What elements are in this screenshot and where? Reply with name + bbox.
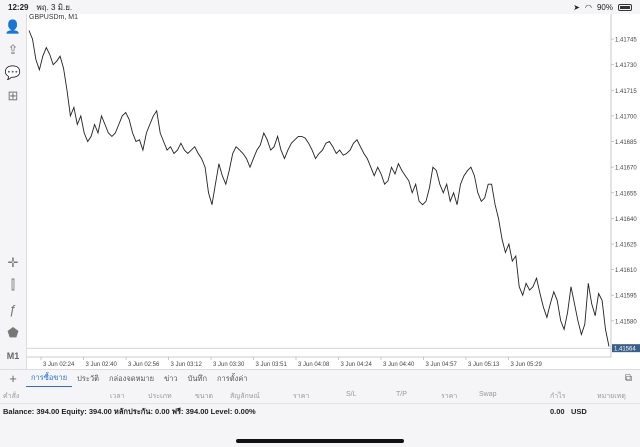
trade-icon[interactable]: ⇪ [7,42,19,57]
col-comment: หมายเหตุ [597,393,626,400]
profit-total: 0.00 [550,407,565,416]
objects-icon[interactable]: ⬟ [7,325,19,340]
status-date: พฤ. 3 มิ.ย. [36,2,73,12]
status-bar: 12:29 พฤ. 3 มิ.ย. ➤ ◠ 90% [0,0,640,14]
balance-summary: Balance: 394.00 Equity: 394.00 หลักประกั… [3,406,256,416]
tab-trade[interactable]: การซื้อขาย [26,370,73,388]
y-tick-label: 1.41610 [615,268,637,274]
y-tick-label: 1.41625 [615,243,637,249]
new-order-icon[interactable]: ⊞ [7,88,19,103]
tab-journal[interactable]: บันทึก [187,373,208,383]
price-chart[interactable]: 1.41745 1.41730 1.41715 1.41700 1.41685 1.416… [27,14,640,369]
col-price: ราคา [293,393,310,400]
currency-label: USD [571,407,587,416]
y-tick-label: 1.41715 [615,89,637,95]
crosshair-icon[interactable]: ✛ [7,255,19,270]
x-tick-label: 3 Jun 04:24 [341,362,373,368]
y-tick-label: 1.41640 [615,217,637,223]
x-tick-label: 3 Jun 03:12 [171,362,203,368]
timeframe-button[interactable]: M1 [6,351,20,361]
location-icon: ➤ [573,2,580,12]
tab-settings[interactable]: การตั้งค่า [217,373,248,383]
x-tick-label: 3 Jun 03:51 [256,362,288,368]
left-toolbar: 👤 ⇪ 💬 ⊞ ✛ ⫿ ƒ ⬟ M1 [0,14,26,364]
current-price-label: 1.41564 [614,347,636,353]
x-tick-label: 3 Jun 02:56 [128,362,160,368]
bottom-tabs: + การซื้อขาย ประวัติ กล่องจดหมาย ข่าว บั… [0,369,640,388]
chat-icon[interactable]: 💬 [4,65,22,80]
col-tp: T/P [396,391,407,398]
tab-news[interactable]: ข่าว [164,373,178,383]
x-tick-label: 3 Jun 05:13 [468,362,500,368]
wifi-icon: ◠ [585,2,592,12]
col-order: คำสั่ง [3,393,20,400]
col-size: ขนาด [195,393,214,400]
x-tick-label: 3 Jun 02:40 [86,362,118,368]
col-swap: Swap [479,391,497,398]
chart-symbol-title: GBPUSDm, M1 [29,14,79,21]
y-tick-label: 1.41595 [615,294,637,300]
window-toggle-icon[interactable]: ⧉ [624,373,632,384]
account-icon[interactable]: 👤 [4,19,22,34]
col-profit: กำไร [550,393,566,400]
status-time: 12:29 [8,2,29,12]
x-tick-label: 3 Jun 04:40 [383,362,415,368]
y-tick-label: 1.41745 [615,38,637,44]
col-symbol: สัญลักษณ์ [230,393,260,400]
home-indicator [236,439,404,443]
y-tick-label: 1.41685 [615,140,637,146]
battery-percent: 90% [596,2,613,12]
price-line [28,30,610,347]
current-price-box [612,344,640,353]
add-button[interactable]: + [9,371,17,386]
x-tick-label: 3 Jun 02:24 [43,362,75,368]
balance-row: Balance: 394.00 Equity: 394.00 หลักประกั… [0,403,640,419]
tab-history[interactable]: ประวัติ [77,373,100,383]
y-tick-label: 1.41655 [615,191,637,197]
col-time: เวลา [110,393,125,400]
col-type: ประเภท [148,393,172,400]
col-price2: ราคา [441,393,458,400]
x-tick-label: 3 Jun 04:57 [426,362,458,368]
y-tick-label: 1.41700 [615,114,637,120]
y-tick-label: 1.41670 [615,166,637,172]
x-tick-label: 3 Jun 03:30 [213,362,245,368]
x-tick-label: 3 Jun 05:29 [511,362,543,368]
chart-area[interactable]: 1.41745 1.41730 1.41715 1.41700 1.41685 1.416… [26,14,640,369]
tab-mailbox[interactable]: กล่องจดหมาย [109,373,155,383]
col-sl: S/L [346,391,357,398]
y-tick-label: 1.41580 [615,319,637,325]
x-tick-label: 3 Jun 04:08 [298,362,330,368]
table-header: คำสั่ง เวลา ประเภท ขนาด สัญลักษณ์ ราคา S… [0,387,640,403]
y-tick-label: 1.41730 [615,63,637,69]
indicators-icon[interactable]: ƒ [9,301,17,317]
battery-icon [618,3,632,11]
chart-type-icon[interactable]: ⫿ [10,277,16,292]
